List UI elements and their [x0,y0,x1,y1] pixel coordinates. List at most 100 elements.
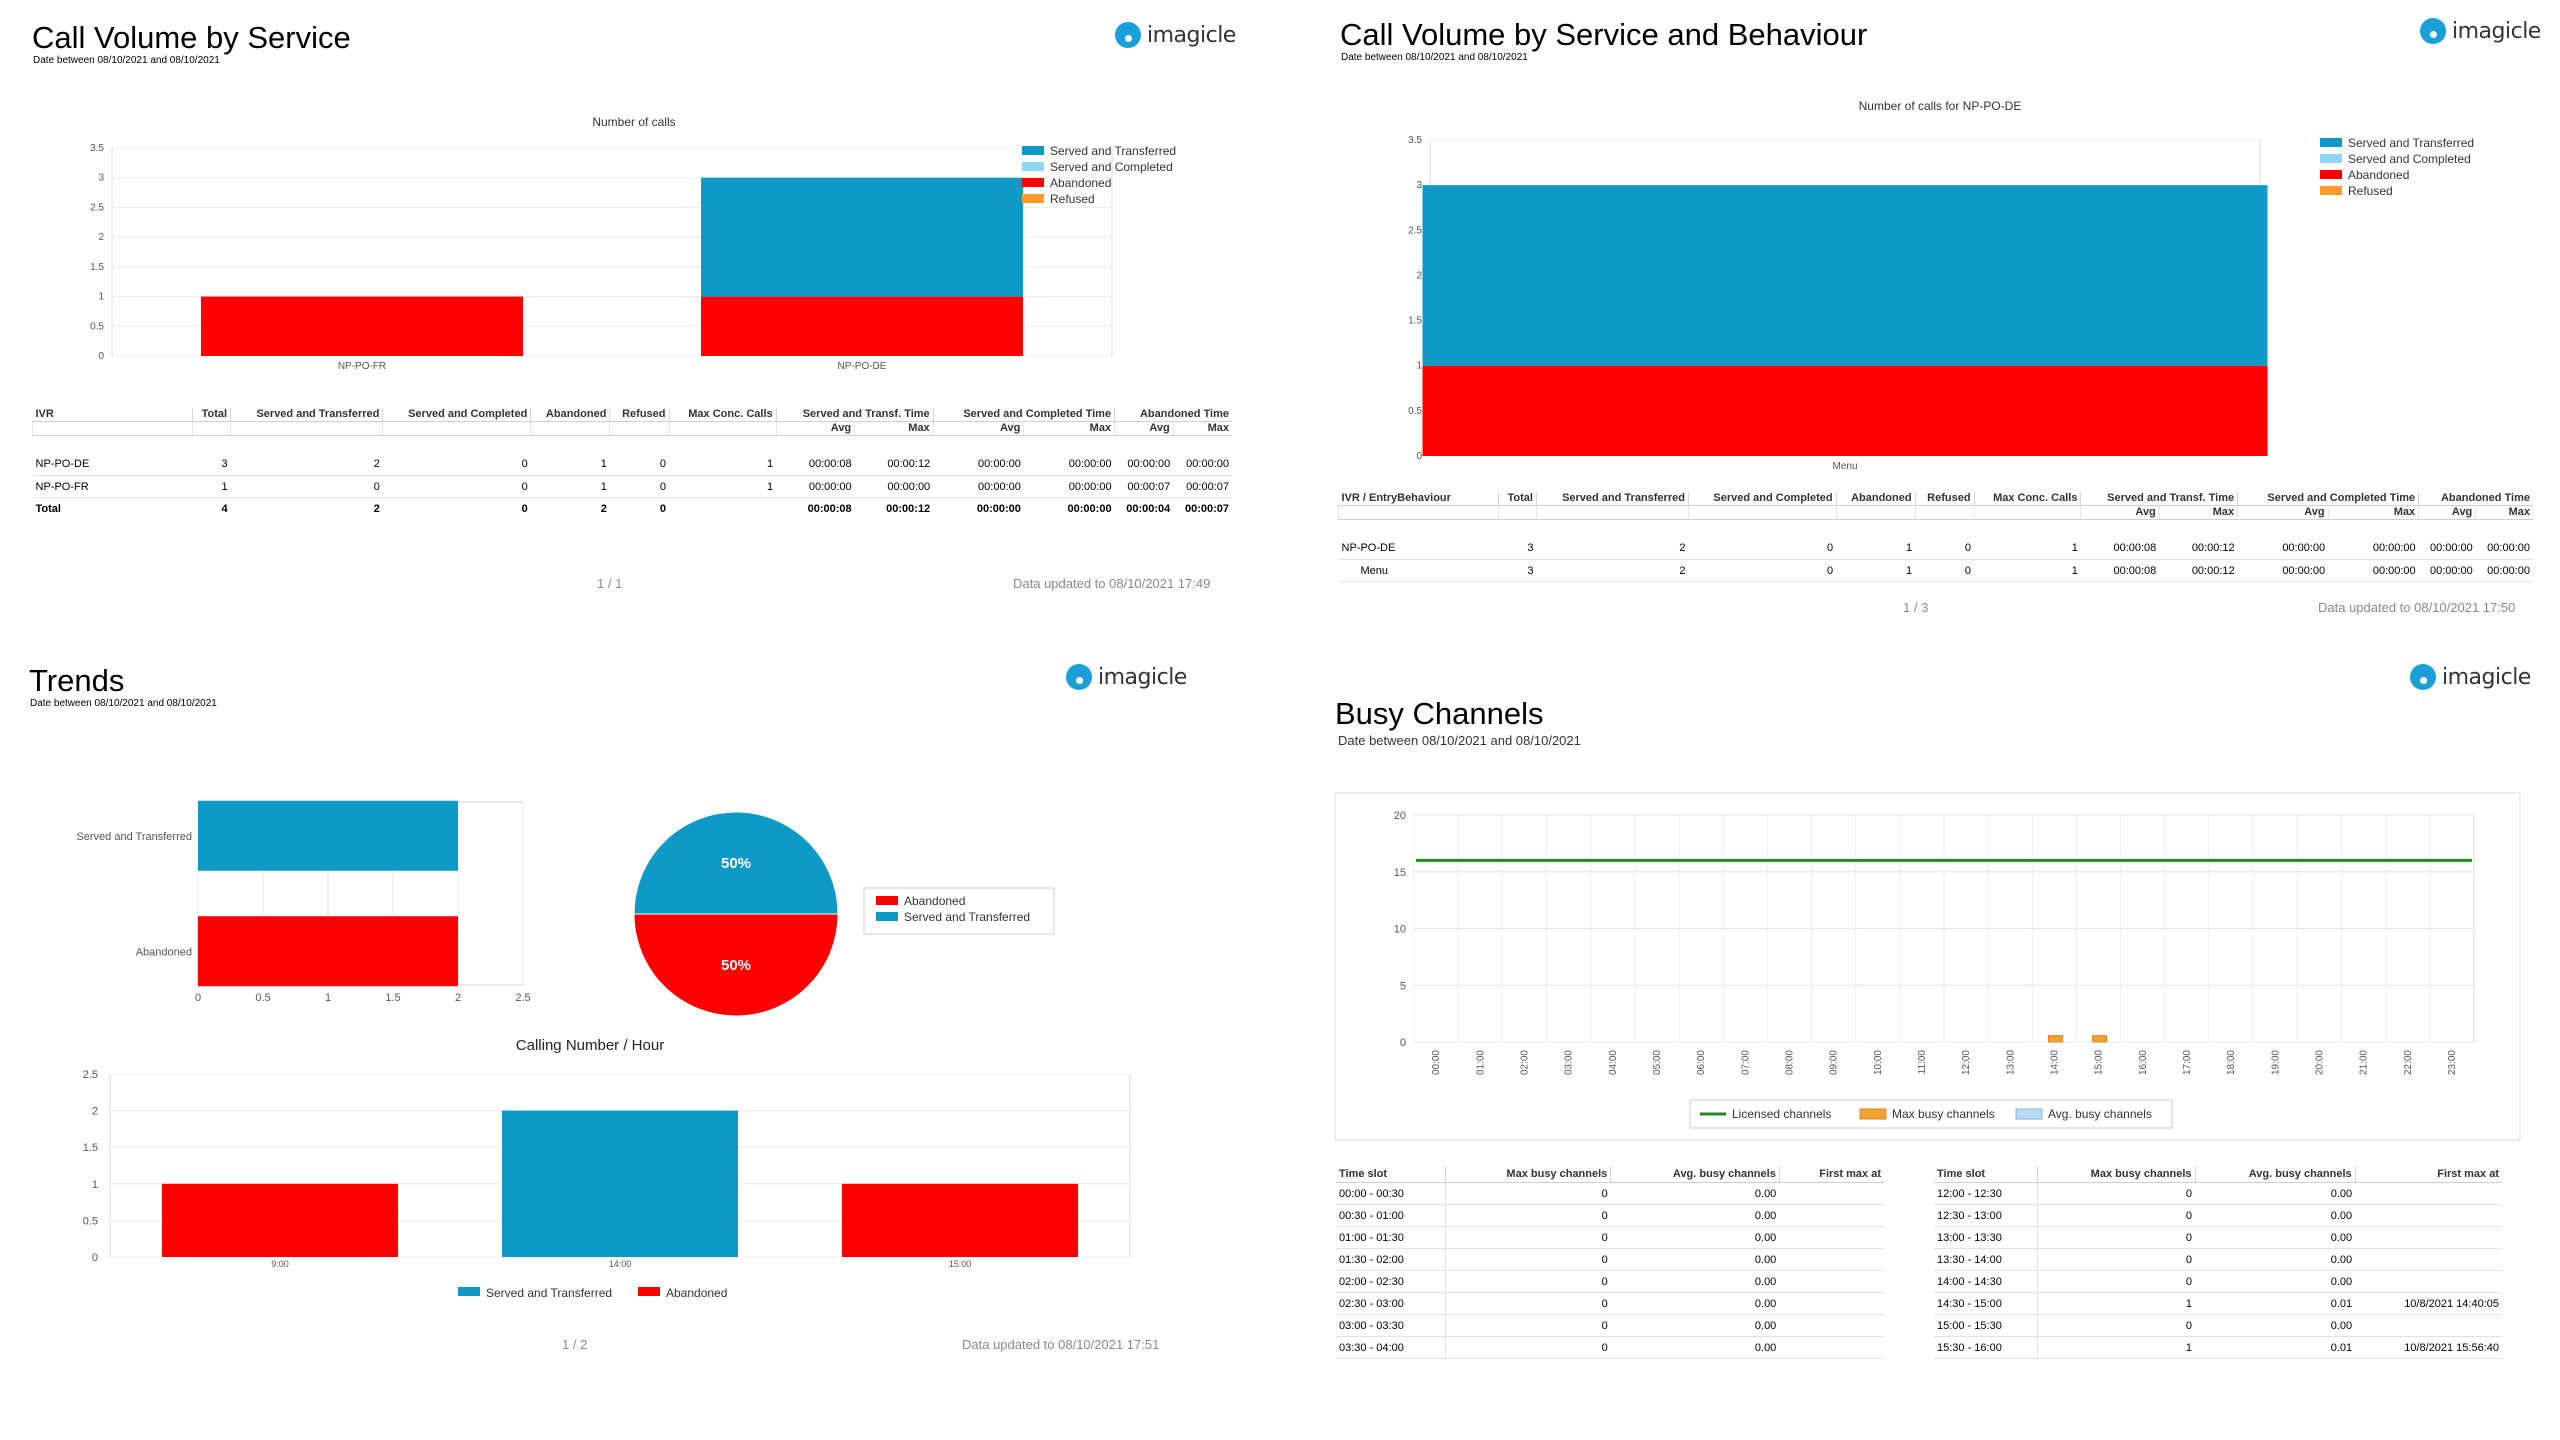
busy-channels-table-right: Time slot Max busy channels Avg. busy chan… [1934,1166,2502,1359]
x-tick-label: 14:00 [2049,1050,2060,1075]
table-cell: Menu [1338,559,1499,582]
column-header: Abandoned [530,408,610,422]
table-cell: 0.00 [1610,1314,1780,1337]
table-cell: 14:00 - 14:30 [1934,1270,2039,1293]
column-header: Served and Transferred [1535,492,1689,506]
y-tick-label: 0.5 [1408,406,1422,417]
column-header-spacer [32,421,193,436]
table-cell: 00:00:00 [854,475,934,498]
bar-served-and-transferred [198,800,458,871]
table-cell: 0 [1445,1314,1611,1337]
x-tick-label: 2.5 [515,992,530,1004]
sub-header: Avg [1114,421,1174,436]
legend-swatch [876,912,898,921]
page-title: Call Volume by Service and Behaviour [1340,17,1868,52]
column-header: Served and Transf. Time [775,408,934,422]
table-cell: 1 [1974,559,2081,582]
column-header-spacer [230,421,383,436]
bar-abandoned [201,296,523,356]
chart-busy-channels: 0 5 10 15 20 00:00 01:00 02:00 03:00 04:00 05:00 06… [1334,792,2521,1141]
column-header: Abandoned [1835,492,1916,506]
table-cell: 0 [1688,537,1837,560]
table-cell: 00:00:00 [2475,537,2533,560]
table-cell: 0.00 [2195,1226,2356,1249]
table-cell [1779,1182,1884,1205]
table-cell: 13:30 - 14:00 [1934,1248,2039,1271]
table-cell: 03:00 - 03:30 [1336,1314,1446,1337]
y-tick-label: 1.5 [1408,316,1422,327]
x-tick-label: 16:00 [2138,1050,2149,1075]
table-cell: 0 [2037,1270,2196,1293]
table-cell: 0 [2037,1204,2196,1227]
x-tick-label: 21:00 [2359,1050,2370,1075]
legend-swatch [1859,1108,1887,1120]
x-tick-label: 01:00 [1475,1050,1486,1075]
table-cell: 0 [230,475,383,498]
x-tick-label: 05:00 [1652,1050,1663,1075]
imagicle-logo-icon [2420,18,2446,44]
table-cell: 0 [1445,1204,1611,1227]
table-cell: 00:00:00 [933,475,1024,498]
y-tick-label: 0.5 [83,1215,98,1227]
behaviour-table: IVR / EntryBehaviour Total Served and Tran… [1338,492,2533,582]
bar-served-and-transferred [1422,185,2268,366]
y-tick-label: 2.5 [90,202,104,213]
sub-header: Max [2327,505,2419,520]
legend-label: Served and Transferred [486,1286,612,1300]
table-cell: 0.00 [1610,1270,1780,1293]
table-cell: 00:00:08 [2080,559,2160,582]
x-tick-label: 2 [455,992,461,1004]
x-tick-label: 11:00 [1917,1050,1928,1075]
y-tick-label: 1 [1416,361,1422,372]
table-cell: 01:30 - 02:00 [1336,1248,1446,1271]
chart-legend [1689,1099,2173,1129]
table-cell: 15:30 - 16:00 [1934,1336,2039,1359]
chart-call-volume-by-behaviour: Number of calls for NP-PO-DE 0 0.5 1 1.5 2 2.5… [1408,99,2474,472]
sub-header: Avg [2080,505,2160,520]
y-tick-label: Served and Transferred [76,831,192,843]
chart-title: Calling Number / Hour [516,1037,664,1054]
page-indicator: 1 / 3 [1903,600,1929,615]
table-cell: 0.00 [1610,1204,1780,1227]
table-cell: 00:00:00 [2237,559,2329,582]
legend-label: Avg. busy channels [2048,1107,2152,1121]
column-header-spacer [1973,505,2081,520]
table-cell [1779,1226,1884,1249]
column-header: Max busy channels [1444,1166,1611,1183]
legend-swatch [2320,154,2342,163]
y-tick-label: 10 [1394,924,1406,936]
table-cell: 0 [1445,1270,1611,1293]
x-tick-label: 00:00 [1431,1050,1442,1075]
bar-abandoned [198,916,458,987]
column-header: Total [191,408,231,422]
table-cell: 03:30 - 04:00 [1336,1336,1446,1359]
table-cell: 0 [1915,559,1975,582]
table-cell: 0 [609,453,670,476]
imagicle-logo-icon [1066,664,1092,690]
data-updated: Data updated to 08/10/2021 17:51 [962,1337,1160,1352]
date-range: Date between 08/10/2021 and 08/10/2021 [1341,52,1528,63]
y-tick-label: 20 [1394,810,1406,822]
table-cell: 1 [669,453,777,476]
table-cell: 1 [1836,559,1916,582]
x-tick-label: NP-PO-FR [338,361,386,372]
table-cell: 3 [1498,537,1537,560]
column-header: Served and Transferred [230,408,383,422]
table-row: 14:00 - 14:30 0 0.00 [1934,1270,2502,1293]
table-row: 02:30 - 03:00 0 0.00 [1336,1292,1884,1315]
table-cell: 0.00 [2195,1204,2356,1227]
sub-header: Max [1172,421,1232,436]
table-cell: 1 [1974,537,2081,560]
legend-label: Refused [1050,192,1095,206]
sub-header: Avg [2237,505,2329,520]
table-cell: 2 [1536,559,1689,582]
x-tick-label: 04:00 [1608,1050,1619,1075]
column-header: Abandoned Time [2418,492,2533,506]
table-cell: 3 [1498,559,1537,582]
table-cell: 0 [1445,1292,1611,1315]
imagicle-logo: imagicle [1115,22,1236,48]
sub-header: Avg [775,421,855,436]
sub-header: Max [1023,421,1115,436]
pie-data-label: 50% [721,855,751,872]
table-cell: 12:00 - 12:30 [1934,1182,2039,1205]
